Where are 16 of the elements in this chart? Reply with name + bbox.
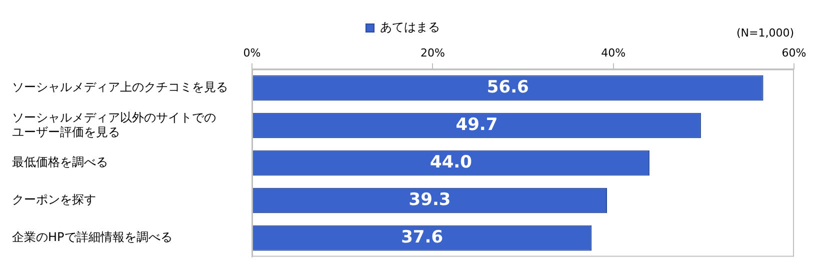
y-tick-label: クーポンを探す [12,192,96,207]
x-tick-label: 40% [601,46,626,60]
data-label: 56.6 [486,77,529,98]
y-tick-label: 企業のHPで詳細情報を調べる [12,230,172,244]
y-tick-label: ソーシャルメディア以外のサイトでのユーザー評価を見る [12,110,216,139]
text: (N=1,000) [736,26,794,40]
legend-label: あてはまる [380,20,440,34]
data-label: 49.7 [456,114,498,135]
data-label: 37.6 [401,227,444,248]
x-tick-label: 20% [420,46,445,60]
data-label: 39.3 [408,190,451,210]
x-tick-label: 0% [243,46,261,60]
y-tick-label: ソーシャルメディア上のクチコミを見る [12,80,228,94]
x-tick-label: 60% [782,46,806,60]
y-tick-label: 最低価格を調べる [12,155,108,170]
data-label: 44.0 [430,152,472,172]
